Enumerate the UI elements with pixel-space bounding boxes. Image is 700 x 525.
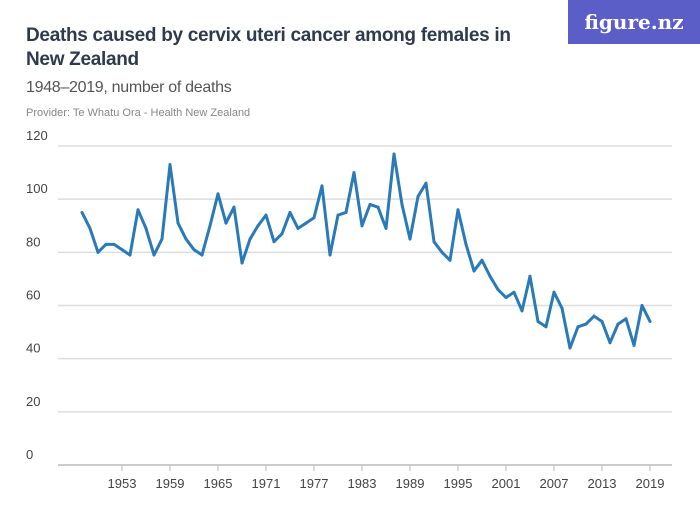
data-point bbox=[528, 274, 532, 278]
data-point bbox=[128, 253, 132, 257]
x-tick-label: 2013 bbox=[588, 476, 617, 491]
data-point bbox=[136, 208, 140, 212]
data-point bbox=[552, 290, 556, 294]
x-tick-label: 1953 bbox=[108, 476, 137, 491]
data-point bbox=[400, 202, 404, 206]
data-point bbox=[544, 325, 548, 329]
data-point bbox=[456, 208, 460, 212]
x-tick-label: 2019 bbox=[636, 476, 665, 491]
data-point bbox=[560, 306, 564, 310]
data-point bbox=[496, 288, 500, 292]
y-tick-label: 20 bbox=[26, 394, 40, 409]
x-tick-label: 1989 bbox=[396, 476, 425, 491]
x-tick-label: 1959 bbox=[156, 476, 185, 491]
y-tick-label: 0 bbox=[26, 447, 33, 462]
data-point bbox=[584, 322, 588, 326]
data-point bbox=[568, 346, 572, 350]
x-tick-label: 2001 bbox=[492, 476, 521, 491]
y-tick-label: 40 bbox=[26, 341, 40, 356]
data-point bbox=[88, 226, 92, 230]
y-tick-label: 100 bbox=[26, 181, 48, 196]
data-point bbox=[144, 226, 148, 230]
data-point bbox=[280, 232, 284, 236]
data-point bbox=[160, 237, 164, 241]
data-point bbox=[592, 314, 596, 318]
data-point bbox=[464, 242, 468, 246]
data-point bbox=[432, 240, 436, 244]
data-point bbox=[304, 221, 308, 225]
data-point bbox=[472, 269, 476, 273]
series-line bbox=[80, 152, 652, 350]
data-point bbox=[480, 258, 484, 262]
data-point bbox=[368, 202, 372, 206]
data-point bbox=[336, 213, 340, 217]
data-point bbox=[624, 317, 628, 321]
data-point bbox=[384, 226, 388, 230]
data-point bbox=[504, 296, 508, 300]
data-point bbox=[408, 237, 412, 241]
data-point bbox=[328, 253, 332, 257]
x-tick-label: 1971 bbox=[252, 476, 281, 491]
data-point bbox=[416, 195, 420, 199]
data-point bbox=[216, 192, 220, 196]
data-point bbox=[440, 250, 444, 254]
y-tick-label: 60 bbox=[26, 288, 40, 303]
chart-title: Deaths caused by cervix uteri cancer amo… bbox=[26, 25, 511, 70]
y-tick-label: 80 bbox=[26, 234, 40, 249]
data-point bbox=[576, 325, 580, 329]
data-point bbox=[224, 221, 228, 225]
data-point bbox=[112, 242, 116, 246]
y-tick-label: 120 bbox=[26, 128, 48, 143]
data-point bbox=[176, 221, 180, 225]
data-point bbox=[240, 261, 244, 265]
x-tick-label: 1995 bbox=[444, 476, 473, 491]
data-point bbox=[376, 205, 380, 209]
data-point bbox=[272, 240, 276, 244]
x-tick-label: 1965 bbox=[204, 476, 233, 491]
data-point bbox=[520, 309, 524, 313]
data-point bbox=[104, 242, 108, 246]
data-point bbox=[312, 216, 316, 220]
x-tick-label: 1977 bbox=[300, 476, 329, 491]
x-tick-label: 1983 bbox=[348, 476, 377, 491]
data-point bbox=[120, 248, 124, 252]
x-tick-label: 2007 bbox=[540, 476, 569, 491]
data-point bbox=[488, 274, 492, 278]
figure-nz-logo[interactable]: figure.nz bbox=[568, 0, 700, 44]
data-point bbox=[184, 237, 188, 241]
data-point bbox=[288, 210, 292, 214]
data-point bbox=[616, 322, 620, 326]
data-point bbox=[256, 224, 260, 228]
data-point bbox=[648, 319, 652, 323]
data-point bbox=[512, 290, 516, 294]
data-point bbox=[600, 319, 604, 323]
data-point bbox=[392, 152, 396, 156]
chart-subtitle: 1948–2019, number of deaths bbox=[26, 79, 232, 96]
data-point bbox=[352, 171, 356, 175]
data-point bbox=[296, 226, 300, 230]
data-point bbox=[360, 224, 364, 228]
provider-text: Provider: Te Whatu Ora - Health New Zeal… bbox=[26, 107, 251, 119]
data-point bbox=[232, 205, 236, 209]
data-point bbox=[320, 184, 324, 188]
data-point bbox=[344, 210, 348, 214]
data-point bbox=[536, 319, 540, 323]
data-point bbox=[640, 304, 644, 307]
data-point bbox=[248, 237, 252, 241]
data-point bbox=[424, 181, 428, 185]
data-point bbox=[208, 224, 212, 228]
data-point bbox=[96, 250, 100, 254]
data-point bbox=[192, 248, 196, 252]
data-point bbox=[80, 210, 84, 214]
data-point bbox=[200, 253, 204, 257]
data-point bbox=[632, 343, 636, 347]
data-point bbox=[448, 258, 452, 262]
data-point bbox=[264, 213, 268, 217]
data-point bbox=[168, 163, 172, 167]
data-point bbox=[608, 341, 612, 345]
data-point bbox=[152, 253, 156, 257]
